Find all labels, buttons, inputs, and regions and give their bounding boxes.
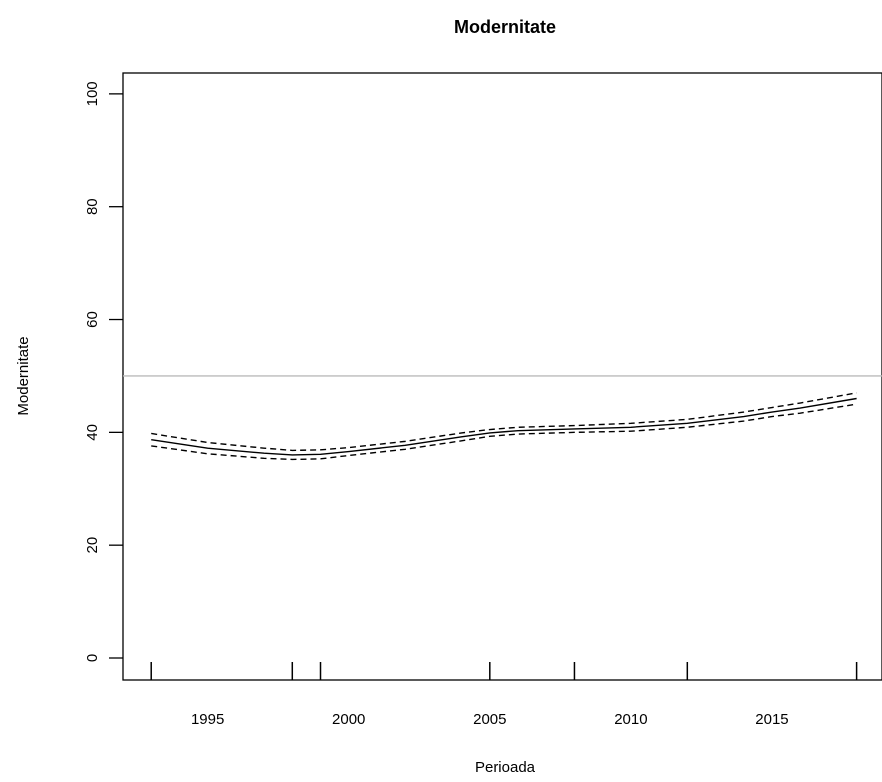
x-tick-label: 2010 bbox=[614, 711, 647, 728]
x-tick-label: 2000 bbox=[332, 711, 365, 728]
y-tick-label: 100 bbox=[84, 81, 101, 106]
x-tick-label: 1995 bbox=[191, 711, 224, 728]
y-tick-label: 40 bbox=[84, 424, 101, 441]
y-tick-label: 0 bbox=[84, 654, 101, 662]
chart-title: Modernitate bbox=[454, 17, 556, 37]
y-axis-label: Modernitate bbox=[15, 336, 32, 415]
series-line bbox=[151, 403, 857, 461]
x-axis-label: Perioada bbox=[475, 759, 536, 776]
y-tick-label: 20 bbox=[84, 537, 101, 554]
series-line bbox=[151, 392, 857, 452]
y-tick-label: 60 bbox=[84, 311, 101, 328]
x-tick-label: 2015 bbox=[755, 711, 788, 728]
y-tick-label: 80 bbox=[84, 198, 101, 215]
series-line bbox=[151, 397, 857, 456]
x-tick-label: 2005 bbox=[473, 711, 506, 728]
